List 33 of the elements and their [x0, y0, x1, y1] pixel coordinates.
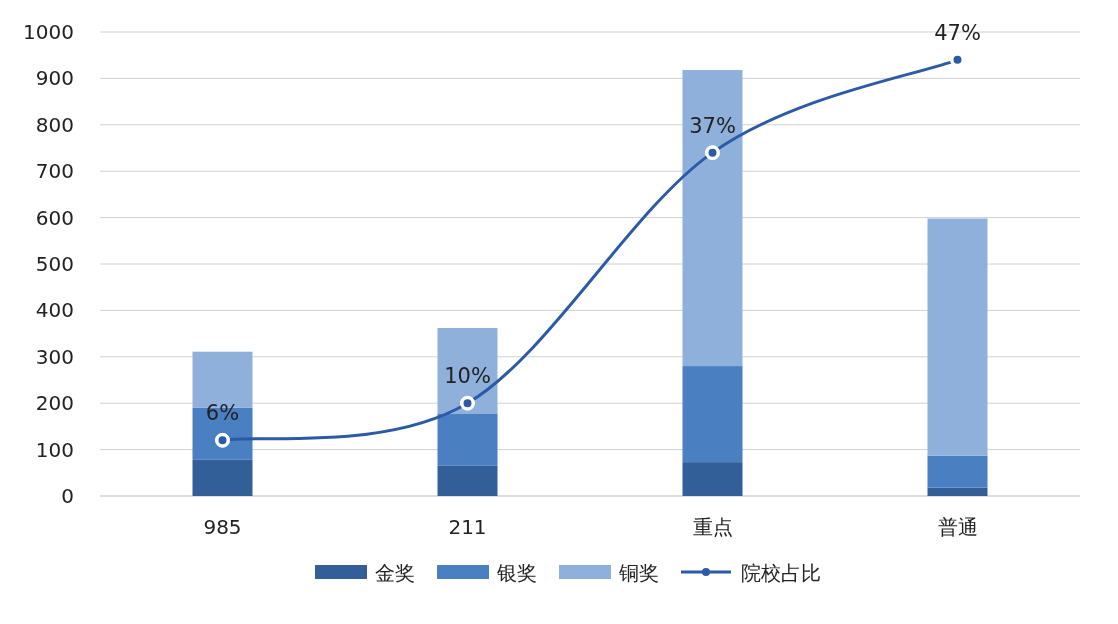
- bar: [682, 70, 743, 367]
- bar: [682, 462, 743, 496]
- bar: [437, 328, 498, 414]
- y-tick-label: 900: [35, 66, 74, 91]
- y-tick-label: 800: [35, 112, 74, 137]
- bar: [192, 459, 253, 496]
- y-tick-label: 0: [61, 484, 74, 508]
- x-tick-label: 985: [203, 515, 242, 539]
- y-tick-label: 400: [35, 298, 74, 323]
- y-tick-label: 600: [35, 205, 74, 230]
- y-tick-label: 100: [35, 437, 74, 462]
- data-label: 6%: [205, 401, 240, 426]
- legend-label: 院校占比: [741, 561, 821, 585]
- bar: [682, 366, 743, 463]
- x-tick-label: 211: [448, 515, 487, 539]
- y-tick-label: 300: [35, 344, 74, 369]
- y-tick-label: 500: [35, 252, 74, 276]
- legend-label: 铜奖: [618, 561, 659, 585]
- x-tick-label: 重点: [692, 515, 733, 539]
- x-tick-label: 普通: [937, 515, 978, 539]
- data-label: 47%: [934, 20, 981, 45]
- bar: [927, 487, 988, 496]
- y-tick-label: 200: [35, 391, 74, 416]
- y-tick-label: 1000: [23, 20, 74, 44]
- bar: [927, 218, 988, 456]
- y-tick-label: 700: [35, 159, 74, 184]
- legend-label: 金奖: [375, 561, 415, 585]
- data-label: 37%: [689, 113, 736, 138]
- bar: [437, 465, 498, 496]
- bar: [437, 413, 498, 466]
- legend-label: 银奖: [496, 561, 537, 585]
- bar: [927, 455, 988, 488]
- data-label: 10%: [444, 364, 491, 389]
